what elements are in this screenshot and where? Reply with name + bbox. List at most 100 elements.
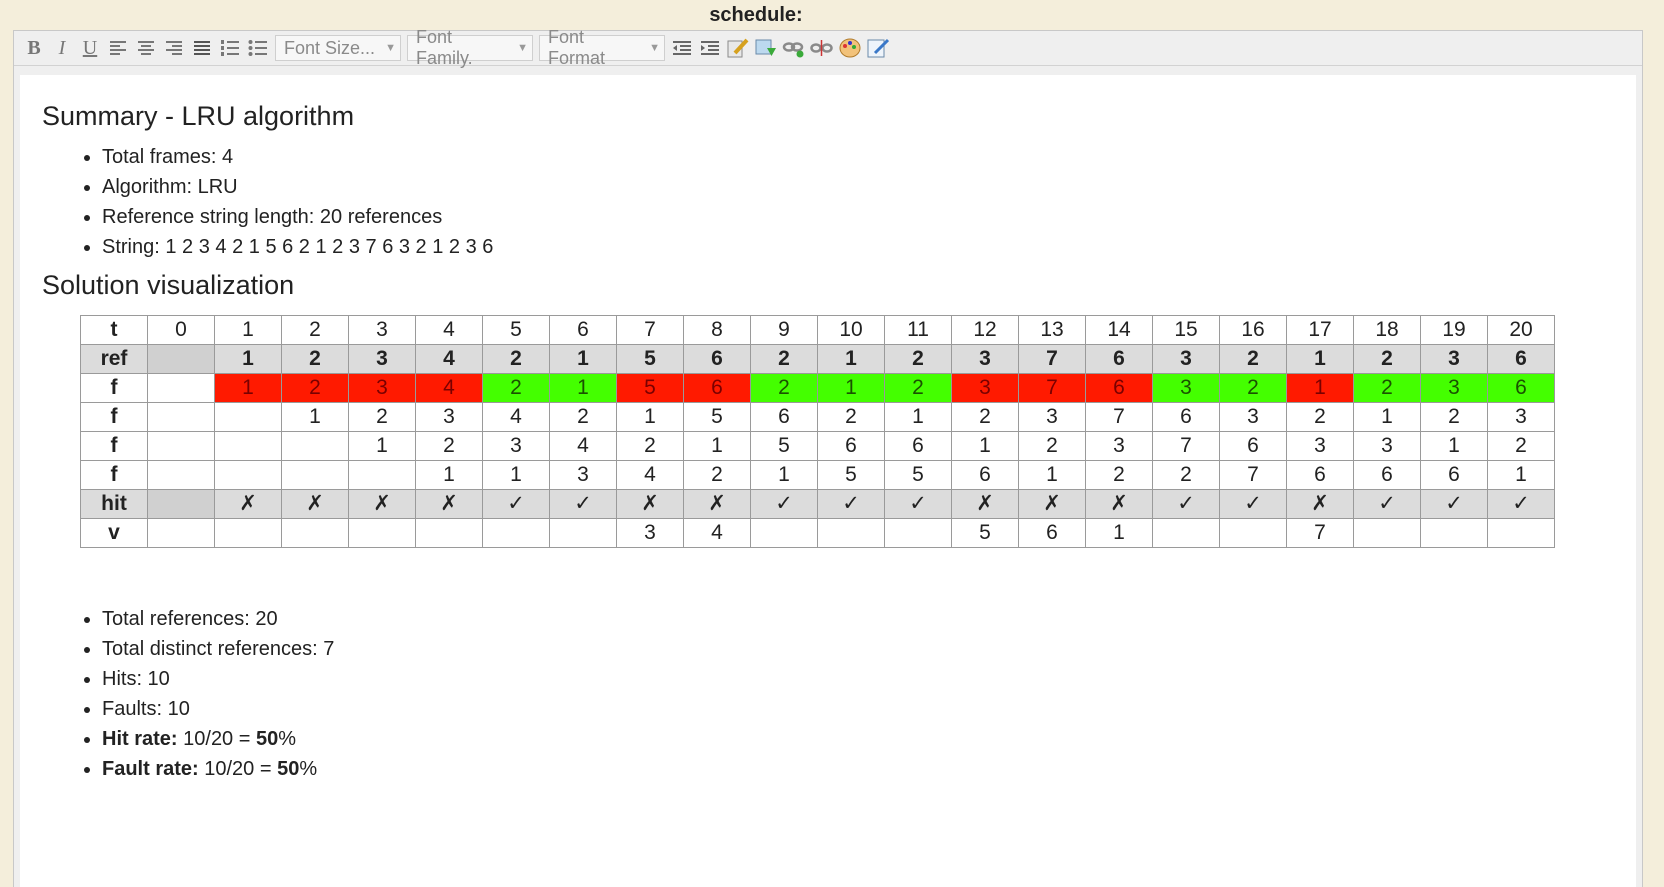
table-cell: 14	[1085, 315, 1153, 345]
font-format-placeholder: Font Format	[548, 27, 606, 68]
table-cell: 16	[1219, 315, 1287, 345]
source-code-button[interactable]	[864, 35, 892, 61]
table-cell: 4	[482, 402, 550, 432]
table-cell: ✓	[750, 489, 818, 519]
table-cell: 1	[482, 460, 550, 490]
insert-image-icon	[755, 39, 776, 56]
table-cell: 1	[884, 402, 952, 432]
solution-title: Solution visualization	[42, 270, 295, 300]
table-cell: 2	[348, 402, 416, 432]
table-cell: 1	[214, 344, 282, 374]
fault-rate-percent: 50	[277, 758, 300, 780]
table-cell: 1	[1420, 431, 1488, 461]
table-cell: ✗	[348, 489, 416, 519]
table-cell: 11	[884, 315, 952, 345]
ordered-list-icon	[221, 40, 239, 56]
align-center-icon	[138, 41, 154, 55]
table-cell: 5	[951, 518, 1019, 548]
table-cell: ✓	[884, 489, 952, 519]
font-family-select[interactable]: Font Family. ▼	[407, 27, 533, 68]
table-cell: 2	[1085, 460, 1153, 490]
table-cell: 3	[348, 315, 416, 345]
table-cell: 2	[750, 373, 818, 403]
table-cell: 2	[1219, 373, 1287, 403]
underline-icon: U	[82, 36, 98, 59]
link-button[interactable]	[780, 35, 808, 61]
table-cell	[214, 460, 282, 490]
table-row-hit: hit ✗ ✗ ✗ ✗ ✓ ✓ ✗ ✗ ✓ ✓ ✓ ✗ ✗ ✗ ✓ ✓ ✗ ✓ ✓ ✓	[80, 489, 1555, 519]
table-cell	[415, 518, 483, 548]
outdent-icon	[673, 41, 691, 55]
italic-button[interactable]: I	[48, 35, 76, 61]
table-cell: ✗	[1286, 489, 1354, 519]
table-cell	[1152, 518, 1220, 548]
color-button[interactable]	[836, 35, 864, 61]
justify-button[interactable]	[188, 35, 216, 61]
indent-icon	[701, 41, 719, 55]
table-cell: 1	[1487, 460, 1555, 490]
table-cell: 4	[616, 460, 684, 490]
insert-image-button[interactable]	[752, 35, 780, 61]
table-cell: 1	[415, 460, 483, 490]
table-cell: 6	[1353, 460, 1421, 490]
align-center-button[interactable]	[132, 35, 160, 61]
unordered-list-button[interactable]	[244, 35, 272, 61]
table-cell: 3	[1219, 402, 1287, 432]
summary-list: Total frames: 4 Algorithm: LRU Reference…	[42, 142, 1636, 262]
table-cell: 1	[683, 431, 751, 461]
table-cell: 1	[214, 315, 282, 345]
table-cell: 3	[1353, 431, 1421, 461]
table-cell	[884, 518, 952, 548]
table-cell: 2	[1353, 373, 1421, 403]
table-cell: 2	[1018, 431, 1086, 461]
edit-button[interactable]	[724, 35, 752, 61]
table-cell: ✗	[616, 489, 684, 519]
underline-button[interactable]: U	[76, 35, 104, 61]
table-cell: 9	[750, 315, 818, 345]
align-right-button[interactable]	[160, 35, 188, 61]
indent-button[interactable]	[696, 35, 724, 61]
table-cell: 3	[951, 344, 1019, 374]
table-cell: 4	[415, 344, 483, 374]
font-size-select[interactable]: Font Size... ▼	[275, 35, 401, 61]
table-cell: ✗	[415, 489, 483, 519]
unlink-button[interactable]	[808, 35, 836, 61]
summary-item: Algorithm: LRU	[102, 172, 1636, 202]
table-cell: 2	[549, 402, 617, 432]
font-format-select[interactable]: Font Format ▼	[539, 27, 665, 68]
table-cell: 1	[1018, 460, 1086, 490]
table-cell	[817, 518, 885, 548]
editor-content[interactable]: Summary - LRU algorithm Total frames: 4 …	[20, 75, 1636, 887]
row-header-v: v	[80, 518, 148, 548]
table-cell: 4	[415, 315, 483, 345]
table-cell	[147, 431, 215, 461]
summary-item: Reference string length: 20 references	[102, 202, 1636, 232]
table-cell: 5	[884, 460, 952, 490]
stats-list: Total references: 20 Total distinct refe…	[42, 604, 1636, 784]
table-cell: 6	[683, 373, 751, 403]
table-cell	[482, 518, 550, 548]
ordered-list-button[interactable]	[216, 35, 244, 61]
table-cell: 2	[884, 344, 952, 374]
table-cell	[1420, 518, 1488, 548]
table-cell: 6	[1085, 373, 1153, 403]
chevron-down-icon: ▼	[385, 42, 396, 54]
chevron-down-icon: ▼	[517, 42, 528, 54]
table-cell: 3	[1018, 402, 1086, 432]
hit-rate-value: 10/20 =	[177, 728, 256, 750]
outdent-button[interactable]	[668, 35, 696, 61]
table-cell: 1	[750, 460, 818, 490]
summary-item: String: 1 2 3 4 2 1 5 6 2 1 2 3 7 6 3 2 …	[102, 232, 1636, 262]
table-cell	[348, 460, 416, 490]
align-left-icon	[110, 41, 126, 55]
table-cell: 2	[1487, 431, 1555, 461]
table-cell: 7	[1152, 431, 1220, 461]
table-cell: 6	[1219, 431, 1287, 461]
align-left-button[interactable]	[104, 35, 132, 61]
table-cell: 7	[1286, 518, 1354, 548]
bold-button[interactable]: B	[20, 35, 48, 61]
table-cell: 7	[1085, 402, 1153, 432]
stat-faults: Faults: 10	[102, 694, 1636, 724]
rich-text-editor: B I U Font Size... ▼ Font Family. ▼	[13, 27, 1643, 887]
